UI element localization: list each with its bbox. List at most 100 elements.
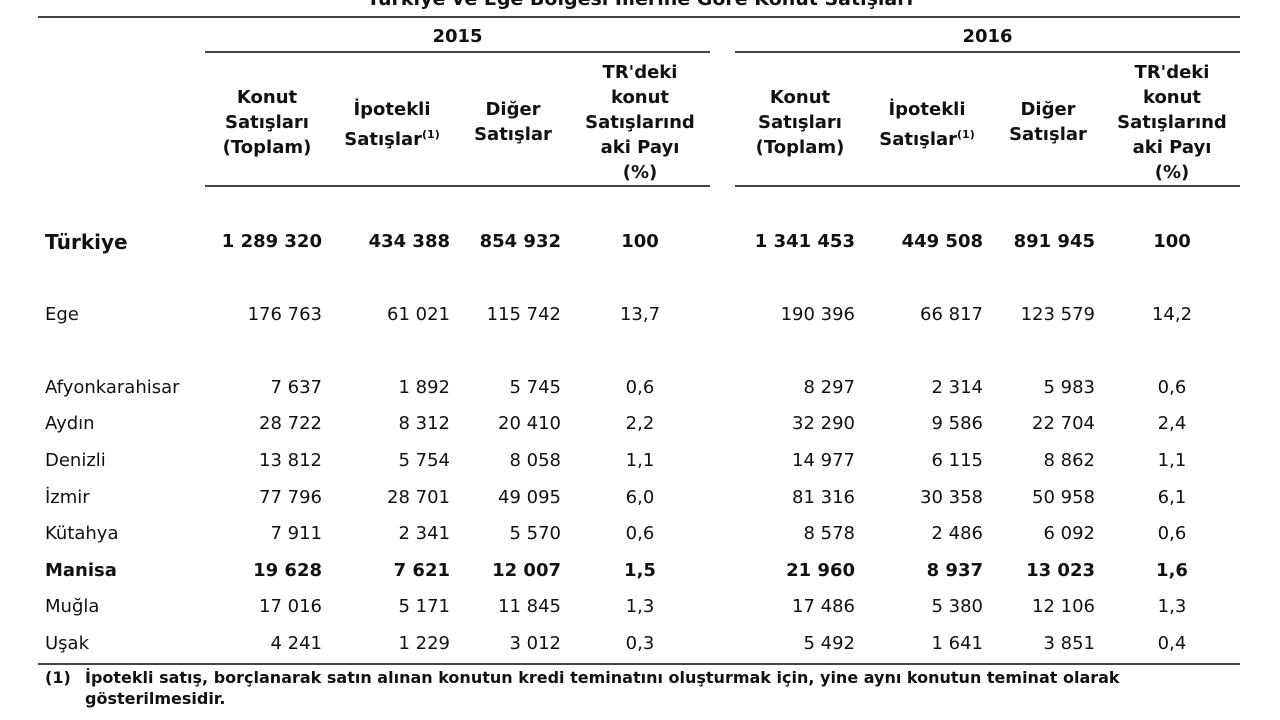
- cell: 1 229: [398, 633, 450, 654]
- cell: 5 745: [509, 377, 561, 398]
- cell: 61 021: [387, 304, 450, 325]
- cell: 8 058: [509, 450, 561, 471]
- group-rule: [205, 51, 710, 53]
- row-label: Denizli: [45, 450, 106, 471]
- row-label: Muğla: [45, 596, 100, 617]
- cell: 100: [621, 231, 659, 252]
- year-header: 2016: [962, 26, 1013, 47]
- cell: 891 945: [1013, 231, 1095, 252]
- table-title: Türkiye ve Ege Bölgesi İllerine Göre Kon…: [0, 0, 1280, 10]
- column-header: Diğer Satışlar: [448, 97, 578, 147]
- cell: 434 388: [368, 231, 450, 252]
- cell: 1 892: [398, 377, 450, 398]
- cell: 8 297: [803, 377, 855, 398]
- cell: 5 983: [1043, 377, 1095, 398]
- cell: 2,4: [1157, 413, 1187, 434]
- row-label: İzmir: [45, 487, 90, 508]
- cell: 1,5: [624, 560, 656, 581]
- cell: 22 704: [1032, 413, 1095, 434]
- column-header-line: Satışlar(1): [344, 128, 440, 150]
- cell: 81 316: [792, 487, 855, 508]
- top-rule: [38, 16, 1240, 18]
- column-header-line: Satışları: [225, 111, 309, 133]
- column-header-line: TR'deki: [602, 61, 678, 83]
- column-header: Konut Satışları (Toplam): [202, 85, 332, 160]
- cell: 12 007: [492, 560, 561, 581]
- cell: 115 742: [486, 304, 561, 325]
- cell: 66 817: [920, 304, 983, 325]
- cell: 21 960: [786, 560, 855, 581]
- cell: 1 341 453: [754, 231, 855, 252]
- cell: 0,6: [625, 377, 655, 398]
- column-header: Diğer Satışlar: [983, 97, 1113, 147]
- column-header-line: Konut: [769, 86, 831, 108]
- cell: 190 396: [780, 304, 855, 325]
- column-header-line: konut: [1142, 86, 1202, 108]
- header-rule: [735, 185, 1240, 187]
- cell: 8 312: [398, 413, 450, 434]
- cell: 20 410: [498, 413, 561, 434]
- column-header-line: aki Payı: [1132, 136, 1212, 158]
- row-label: Aydın: [45, 413, 95, 434]
- cell: 5 380: [931, 596, 983, 617]
- cell: 2,2: [625, 413, 655, 434]
- column-header: Konut Satışları (Toplam): [735, 85, 865, 160]
- cell: 19 628: [253, 560, 322, 581]
- cell: 9 586: [931, 413, 983, 434]
- cell: 6,1: [1157, 487, 1187, 508]
- column-header: İpotekli Satışlar(1): [862, 97, 992, 152]
- cell: 1,3: [625, 596, 655, 617]
- column-header: TR'deki konut Satışlarınd aki Payı (%): [1107, 60, 1237, 185]
- cell: 1 289 320: [221, 231, 322, 252]
- cell: 1,3: [1157, 596, 1187, 617]
- cell: 7 911: [270, 523, 322, 544]
- cell: 6 115: [931, 450, 983, 471]
- cell: 6 092: [1043, 523, 1095, 544]
- cell: 2 486: [931, 523, 983, 544]
- footnote-ref: (1): [422, 128, 440, 141]
- column-header-line: TR'deki: [1134, 61, 1210, 83]
- cell: 4 241: [270, 633, 322, 654]
- cell: 0,6: [1157, 523, 1187, 544]
- column-header-line: Satışlar(1): [879, 128, 975, 150]
- cell: 1,1: [625, 450, 655, 471]
- cell: 5 570: [509, 523, 561, 544]
- cell: 3 012: [509, 633, 561, 654]
- cell: 176 763: [247, 304, 322, 325]
- column-header-line: Satışları: [758, 111, 842, 133]
- cell: 5 171: [398, 596, 450, 617]
- cell: 32 290: [792, 413, 855, 434]
- column-header-line: (Toplam): [222, 136, 312, 158]
- cell: 3 851: [1043, 633, 1095, 654]
- cell: 8 937: [926, 560, 983, 581]
- cell: 12 106: [1032, 596, 1095, 617]
- column-header: TR'deki konut Satışlarınd aki Payı (%): [575, 60, 705, 185]
- cell: 123 579: [1020, 304, 1095, 325]
- cell: 17 486: [792, 596, 855, 617]
- column-header-line: İpotekli: [888, 99, 966, 120]
- column-header-line: aki Payı: [600, 136, 680, 158]
- row-label: Uşak: [45, 633, 90, 654]
- column-header-line: Konut: [236, 86, 298, 108]
- column-header-line: Satışlarınd: [1117, 111, 1227, 133]
- cell: 30 358: [920, 487, 983, 508]
- row-label: Manisa: [45, 560, 117, 581]
- cell: 5 754: [398, 450, 450, 471]
- column-header-line: Diğer: [1020, 99, 1076, 120]
- footnote-ref: (1): [957, 128, 975, 141]
- cell: 0,3: [625, 633, 655, 654]
- cell: 17 016: [259, 596, 322, 617]
- column-header-line: konut: [610, 86, 670, 108]
- column-header-line: Satışlar: [474, 124, 552, 145]
- column-header-line: (%): [1154, 161, 1190, 183]
- cell: 28 701: [387, 487, 450, 508]
- cell: 11 845: [498, 596, 561, 617]
- cell: 7 637: [270, 377, 322, 398]
- cell: 1,6: [1156, 560, 1188, 581]
- column-header-line: Satışlarınd: [585, 111, 695, 133]
- cell: 13,7: [619, 304, 661, 325]
- cell: 77 796: [259, 487, 322, 508]
- cell: 100: [1153, 231, 1191, 252]
- cell: 1,1: [1157, 450, 1187, 471]
